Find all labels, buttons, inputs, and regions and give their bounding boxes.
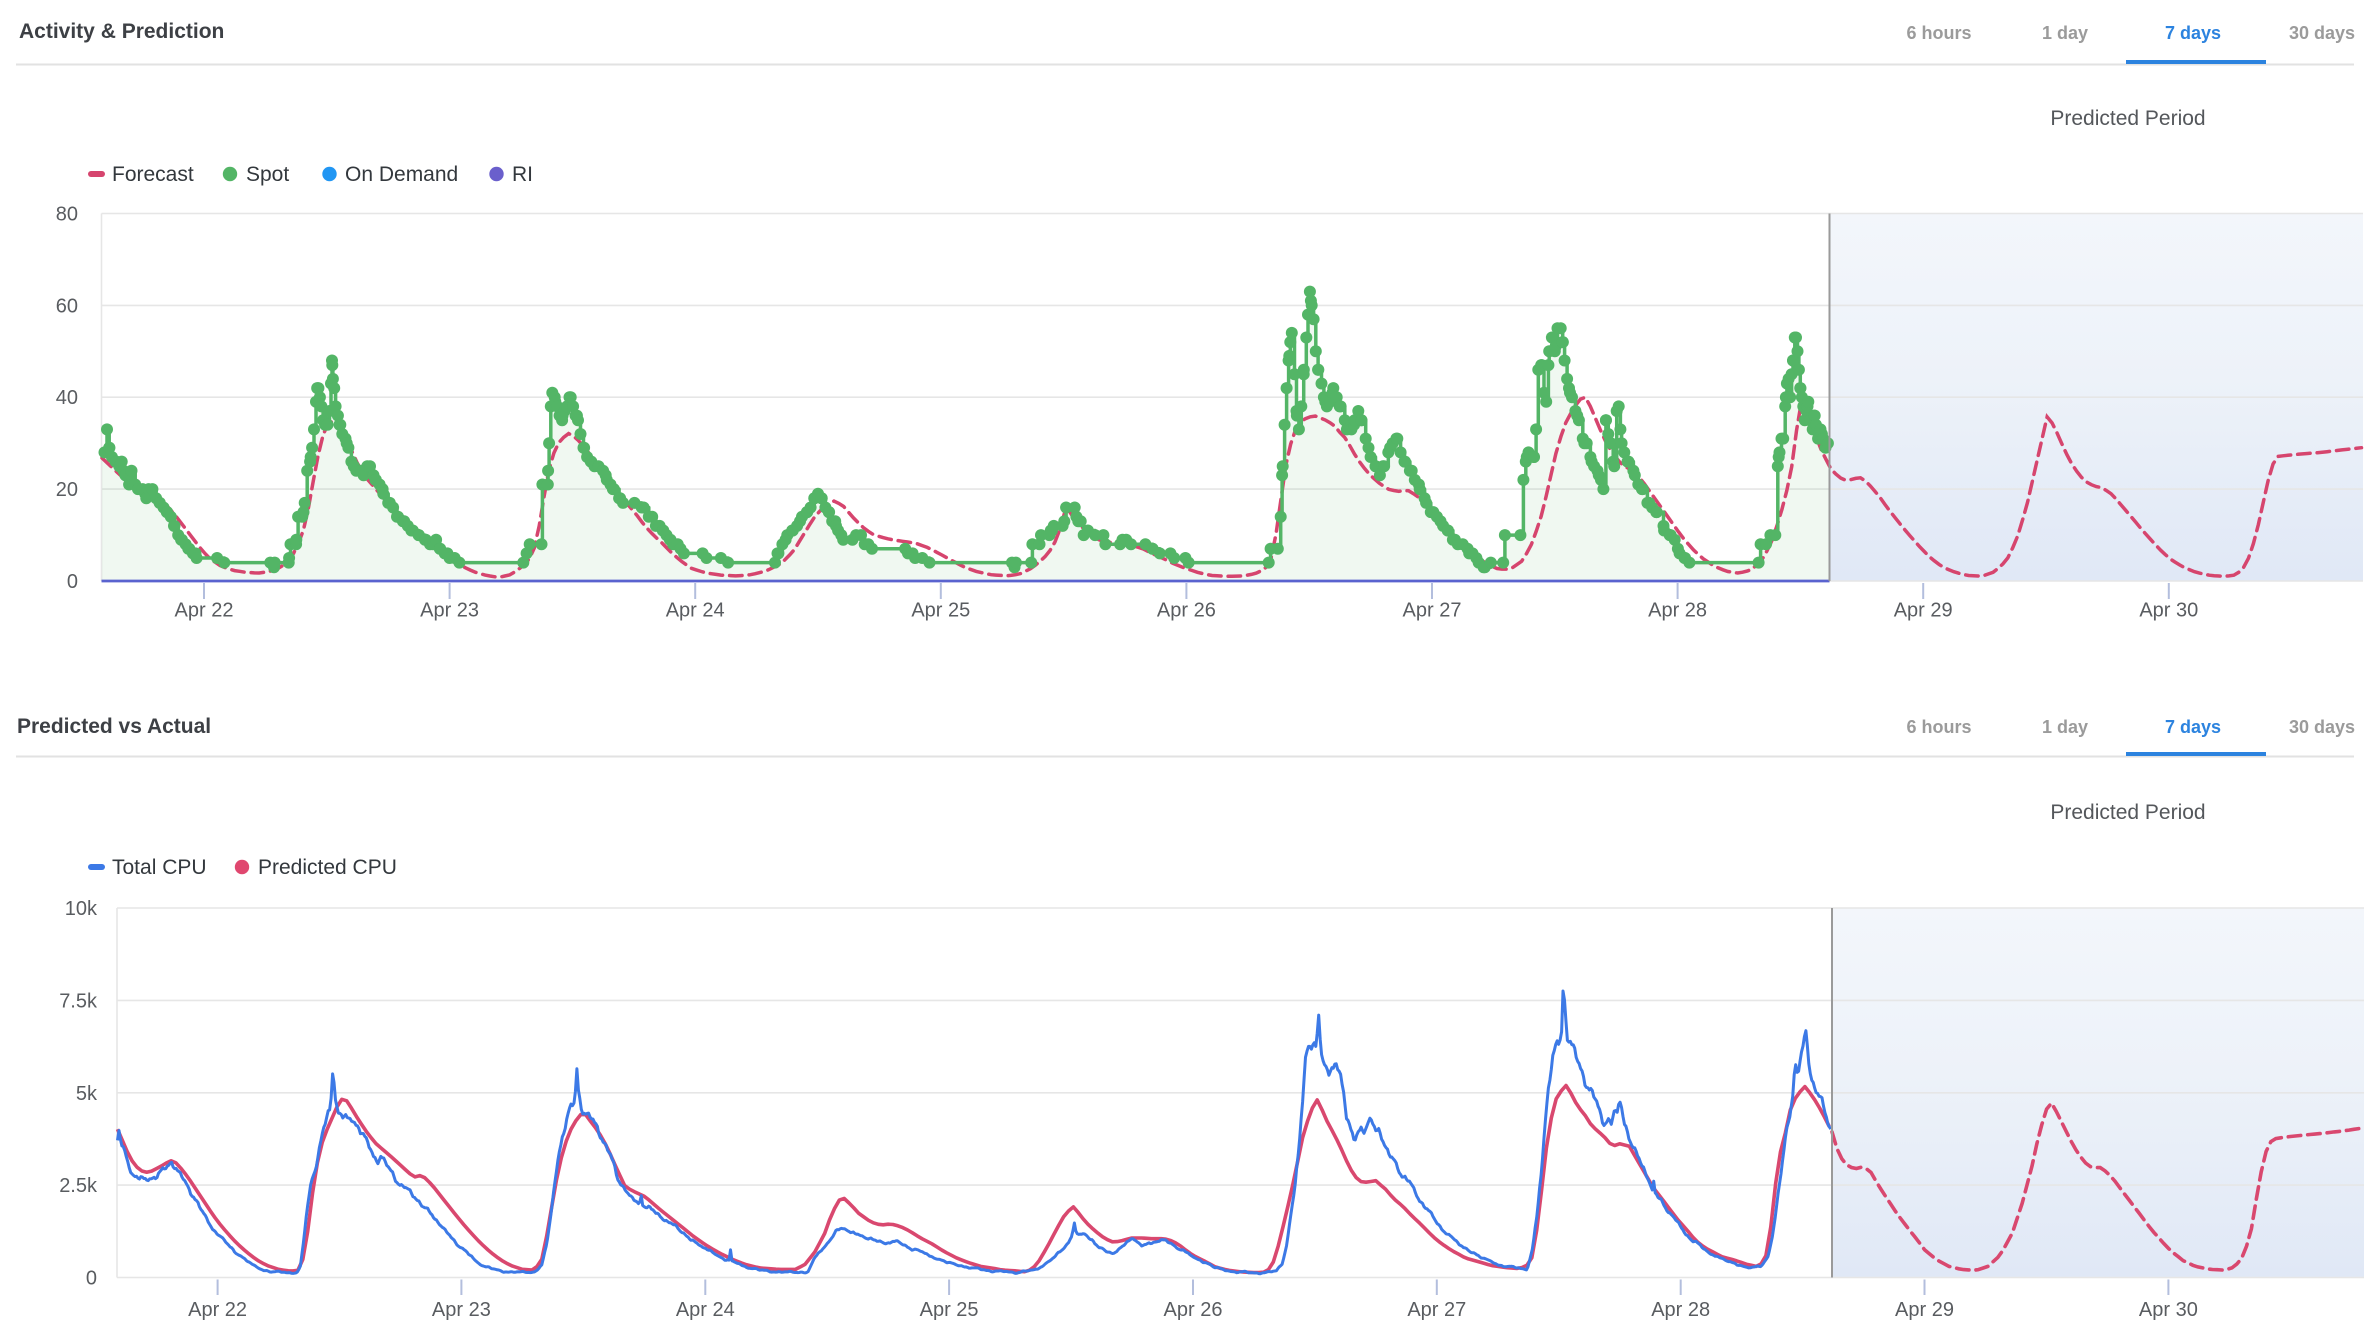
svg-text:40: 40 <box>56 387 78 409</box>
svg-text:1 day: 1 day <box>2042 23 2088 43</box>
svg-text:0: 0 <box>86 1268 97 1290</box>
svg-text:Apr 24: Apr 24 <box>666 600 725 622</box>
svg-text:Predicted Period: Predicted Period <box>2050 107 2205 130</box>
svg-text:10k: 10k <box>65 898 98 920</box>
svg-text:Activity & Prediction: Activity & Prediction <box>19 20 224 43</box>
svg-text:Apr 28: Apr 28 <box>1651 1299 1710 1321</box>
svg-text:0: 0 <box>67 571 78 593</box>
svg-text:Apr 26: Apr 26 <box>1157 600 1216 622</box>
svg-text:Total CPU: Total CPU <box>112 856 207 879</box>
svg-text:7.5k: 7.5k <box>59 990 98 1012</box>
svg-text:On Demand: On Demand <box>345 163 458 186</box>
svg-text:20: 20 <box>56 479 78 501</box>
svg-text:7 days: 7 days <box>2165 717 2221 737</box>
svg-text:Apr 26: Apr 26 <box>1164 1299 1223 1321</box>
svg-text:Apr 29: Apr 29 <box>1895 1299 1954 1321</box>
svg-text:Predicted CPU: Predicted CPU <box>258 856 397 879</box>
svg-text:Apr 23: Apr 23 <box>432 1299 491 1321</box>
svg-text:Apr 23: Apr 23 <box>420 600 479 622</box>
svg-text:30 days: 30 days <box>2289 717 2355 737</box>
svg-text:Apr 25: Apr 25 <box>920 1299 979 1321</box>
svg-text:5k: 5k <box>76 1083 98 1105</box>
svg-text:Predicted Period: Predicted Period <box>2050 801 2205 824</box>
svg-text:Apr 22: Apr 22 <box>175 600 234 622</box>
svg-text:30 days: 30 days <box>2289 23 2355 43</box>
svg-text:Apr 30: Apr 30 <box>2139 600 2198 622</box>
svg-text:Apr 27: Apr 27 <box>1407 1299 1466 1321</box>
svg-text:Apr 29: Apr 29 <box>1894 600 1953 622</box>
svg-text:Predicted vs Actual: Predicted vs Actual <box>17 715 211 738</box>
svg-text:60: 60 <box>56 295 78 317</box>
svg-text:RI: RI <box>512 163 533 186</box>
svg-text:Apr 24: Apr 24 <box>676 1299 735 1321</box>
svg-text:6 hours: 6 hours <box>1906 717 1971 737</box>
svg-text:2.5k: 2.5k <box>59 1175 98 1197</box>
svg-text:Forecast: Forecast <box>112 163 194 186</box>
svg-text:6 hours: 6 hours <box>1906 23 1971 43</box>
svg-text:7 days: 7 days <box>2165 23 2221 43</box>
svg-text:Apr 25: Apr 25 <box>911 600 970 622</box>
svg-text:Apr 28: Apr 28 <box>1648 600 1707 622</box>
svg-text:1 day: 1 day <box>2042 717 2088 737</box>
svg-text:Apr 27: Apr 27 <box>1403 600 1462 622</box>
svg-text:Apr 22: Apr 22 <box>188 1299 247 1321</box>
svg-text:Spot: Spot <box>246 163 289 186</box>
svg-text:Apr 30: Apr 30 <box>2139 1299 2198 1321</box>
svg-text:80: 80 <box>56 204 78 226</box>
